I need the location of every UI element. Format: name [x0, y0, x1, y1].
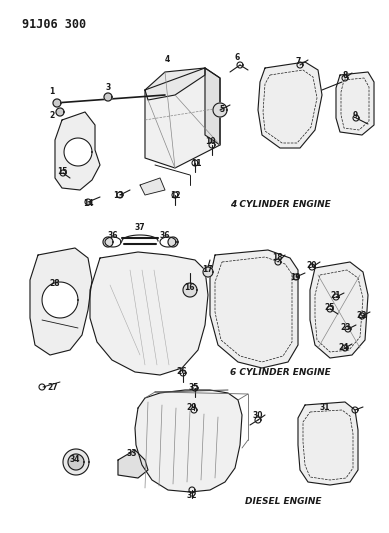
Text: DIESEL ENGINE: DIESEL ENGINE: [245, 497, 321, 506]
Polygon shape: [104, 93, 112, 101]
Text: 22: 22: [357, 311, 367, 319]
Polygon shape: [135, 390, 242, 492]
Text: 5: 5: [219, 106, 224, 115]
Polygon shape: [310, 262, 368, 358]
Polygon shape: [68, 454, 84, 470]
Text: 15: 15: [57, 167, 67, 176]
Polygon shape: [53, 99, 61, 107]
Polygon shape: [30, 248, 92, 355]
Text: 33: 33: [127, 448, 137, 457]
Text: 21: 21: [331, 290, 341, 300]
Text: 27: 27: [48, 384, 58, 392]
Text: 31: 31: [320, 403, 330, 413]
Text: 2: 2: [49, 110, 54, 119]
Polygon shape: [105, 237, 121, 247]
Polygon shape: [118, 450, 148, 478]
Text: 29: 29: [187, 403, 197, 413]
Text: 11: 11: [191, 158, 201, 167]
Polygon shape: [213, 103, 227, 117]
Text: 12: 12: [170, 191, 180, 200]
Text: 1: 1: [49, 87, 54, 96]
Polygon shape: [210, 250, 298, 368]
Text: 18: 18: [272, 254, 282, 262]
Text: 9: 9: [352, 110, 357, 119]
Text: 14: 14: [83, 198, 93, 207]
Polygon shape: [63, 449, 89, 475]
Polygon shape: [298, 402, 358, 485]
Polygon shape: [336, 72, 374, 135]
Text: 91J06 300: 91J06 300: [22, 18, 86, 31]
Text: 23: 23: [341, 324, 351, 333]
Text: 30: 30: [253, 410, 263, 419]
Text: 3: 3: [105, 84, 110, 93]
Polygon shape: [145, 68, 220, 168]
Polygon shape: [258, 62, 322, 148]
Text: 35: 35: [189, 383, 199, 392]
Polygon shape: [203, 267, 213, 277]
Text: 36: 36: [108, 230, 118, 239]
Text: 32: 32: [187, 491, 197, 500]
Text: 36: 36: [160, 230, 170, 239]
Polygon shape: [90, 252, 208, 375]
Text: 20: 20: [307, 261, 317, 270]
Text: 8: 8: [342, 70, 348, 79]
Polygon shape: [168, 237, 178, 247]
Text: 19: 19: [290, 273, 300, 282]
Text: 6: 6: [235, 52, 240, 61]
Text: 17: 17: [202, 265, 212, 274]
Polygon shape: [56, 108, 64, 116]
Text: 24: 24: [339, 343, 349, 351]
Text: 25: 25: [325, 303, 335, 312]
Polygon shape: [55, 112, 100, 190]
Text: 10: 10: [205, 138, 215, 147]
Text: 34: 34: [70, 456, 80, 464]
Polygon shape: [64, 138, 92, 166]
Text: 4 CYLINDER ENGINE: 4 CYLINDER ENGINE: [230, 200, 331, 209]
Text: 28: 28: [50, 279, 60, 287]
Text: 26: 26: [177, 367, 187, 376]
Text: 4: 4: [165, 55, 170, 64]
Polygon shape: [160, 237, 176, 247]
Polygon shape: [205, 68, 220, 145]
Text: 37: 37: [135, 223, 145, 232]
Polygon shape: [103, 237, 113, 247]
Polygon shape: [42, 282, 78, 318]
Polygon shape: [140, 178, 165, 195]
Polygon shape: [183, 283, 197, 297]
Text: 16: 16: [184, 284, 194, 293]
Text: 6 CYLINDER ENGINE: 6 CYLINDER ENGINE: [230, 368, 331, 377]
Text: 13: 13: [113, 191, 123, 200]
Text: 7: 7: [295, 58, 301, 67]
Polygon shape: [145, 68, 205, 100]
